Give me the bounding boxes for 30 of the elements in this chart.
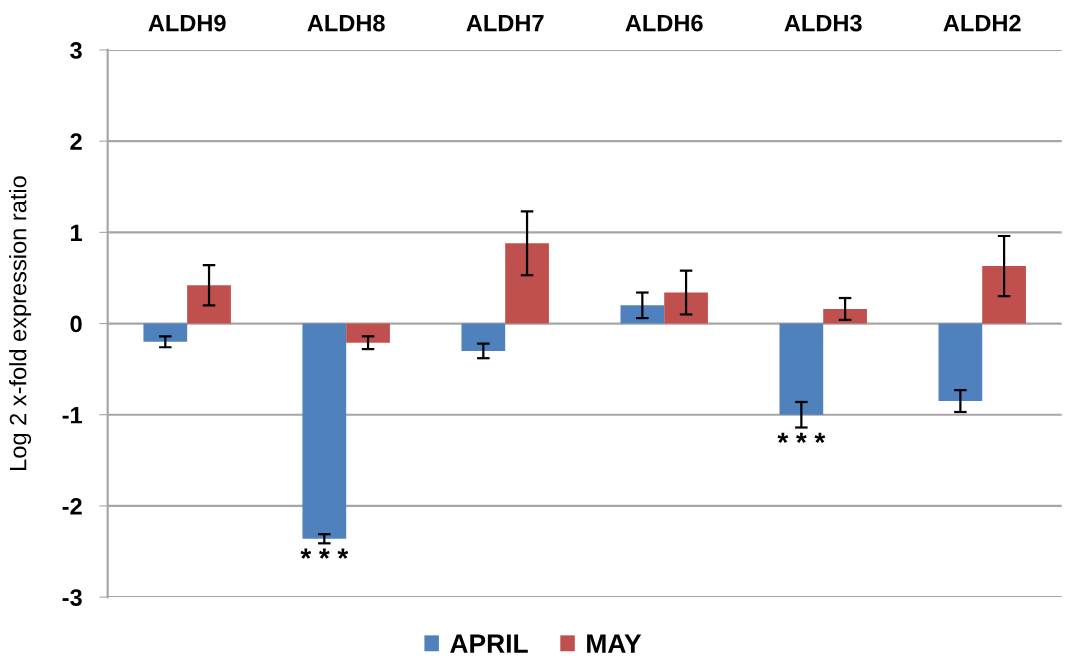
y-axis-title: Log 2 x-fold expression ratio (9, 176, 32, 470)
x-tick-label: ALDH8 (307, 14, 385, 32)
x-tick-label: ALDH2 (943, 14, 1021, 32)
bar (505, 243, 549, 324)
y-tick-label: -3 (62, 589, 82, 606)
annotation: * * * (777, 432, 826, 444)
bar (779, 323, 824, 415)
x-tick-label: ALDH9 (148, 14, 226, 32)
bar (938, 323, 983, 402)
bar (302, 323, 347, 539)
bar (143, 323, 188, 342)
legend-label: APRIL (450, 634, 528, 653)
y-tick-label: -1 (62, 407, 83, 424)
x-tick-label: ALDH6 (625, 14, 703, 32)
x-tick-label: ALDH7 (466, 14, 544, 32)
x-tick-label: ALDH3 (784, 14, 862, 32)
y-tick-label: 3 (70, 42, 82, 59)
bar (664, 292, 708, 324)
bar (982, 266, 1026, 324)
bar (620, 305, 665, 324)
bar (823, 308, 867, 324)
bar (346, 323, 390, 343)
bar (461, 323, 506, 351)
y-tick-label: -2 (62, 498, 82, 515)
annotation: * * * (300, 548, 349, 559)
y-tick-label: 0 (70, 315, 82, 333)
bar (187, 285, 231, 324)
legend-label: MAY (587, 634, 642, 653)
y-tick-label: 2 (70, 133, 82, 150)
y-tick-label: 1 (71, 224, 83, 241)
